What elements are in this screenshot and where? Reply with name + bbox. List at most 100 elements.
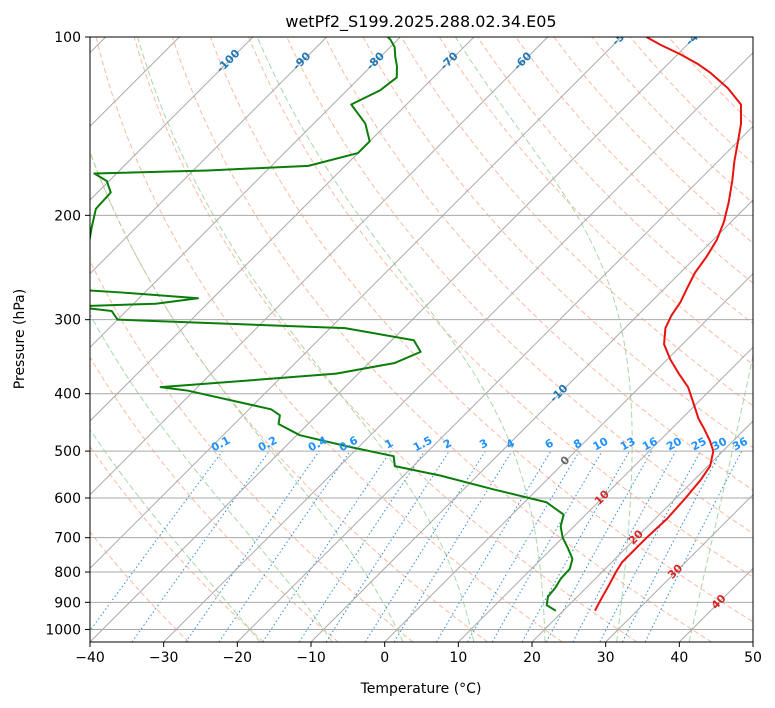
isotherm-line [90, 37, 696, 642]
isotherm-line [236, 125, 753, 642]
isotherm-line [531, 420, 753, 642]
mixing-ratio-label: 36 [730, 435, 750, 454]
mixing-ratio-line [262, 450, 392, 642]
isotherm-label: -40 [683, 25, 706, 48]
isotherm-line [90, 37, 622, 570]
isotherm-line [752, 641, 753, 642]
x-tick-label: 10 [449, 650, 467, 666]
mixing-ratio-line [467, 450, 580, 642]
x-tick-label: −40 [75, 650, 105, 666]
isotherm-line [163, 51, 753, 642]
x-tick-label: −10 [296, 650, 326, 666]
isotherm-label: -80 [364, 49, 387, 72]
isotherm-label: -90 [290, 49, 313, 72]
isotherms [90, 37, 753, 642]
dry-adiabats [90, 37, 753, 642]
moist-adiabats [90, 37, 753, 642]
y-tick-label: 1000 [45, 622, 81, 638]
moist-adiabat-line [688, 352, 753, 642]
mixing-ratio-label: 16 [640, 435, 660, 454]
dry-adiabat-line [439, 37, 753, 366]
isotherm-line [678, 567, 753, 642]
chart-title: wetPf2_S199.2025.288.02.34.E05 [285, 12, 556, 32]
isotherm-label: 40 [709, 592, 729, 612]
dewpoint-line [90, 37, 574, 612]
mixing-ratio-label: 13 [618, 435, 638, 454]
dry-adiabat-line [591, 37, 753, 204]
moist-adiabat-line [137, 37, 475, 642]
mixing-ratio-label: 25 [689, 435, 709, 454]
y-tick-label: 800 [54, 565, 81, 581]
x-tick-label: 30 [597, 650, 615, 666]
dry-adiabat-line [90, 150, 488, 642]
y-tick-label: 600 [54, 491, 81, 507]
isotherm-label: 10 [592, 487, 612, 507]
moist-adiabat-line [256, 37, 546, 642]
isotherm-line [384, 272, 753, 642]
isotherm-label: -60 [511, 49, 534, 72]
dry-adiabat-line [171, 37, 712, 642]
y-tick-label: 900 [54, 595, 81, 611]
pressure-gridlines [90, 37, 753, 630]
mixing-ratio-line [521, 450, 630, 642]
dry-adiabat-line [248, 37, 753, 578]
mixing-ratio-line [131, 450, 270, 642]
dry-adiabat-line [95, 37, 563, 642]
x-axis-label: Temperature (°C) [360, 681, 482, 697]
mixing-ratio-line [325, 450, 450, 642]
dry-adiabat-line [133, 37, 638, 642]
mixing-ratio-label: 6 [543, 436, 556, 451]
mixing-ratio-line [90, 450, 223, 632]
y-tick-label: 200 [54, 208, 81, 224]
x-tick-label: 20 [523, 650, 541, 666]
dry-adiabat-line [210, 37, 753, 623]
mixing-ratio-lines [90, 450, 743, 642]
plot-area: 0.1 0.2 0.4 0.6 1 1.5 2 3 4 6 8 10 13 16 20 25 30 36-100-… [90, 25, 775, 642]
moist-adiabat-line [90, 150, 404, 642]
x-tick-label: 40 [670, 650, 688, 666]
mixing-ratio-line [545, 450, 653, 642]
dry-adiabat-line [515, 37, 753, 284]
y-tick-label: 100 [54, 30, 81, 46]
mixing-ratio-line [298, 450, 425, 642]
isotherm-line [90, 37, 475, 422]
mixing-ratio-line [185, 450, 320, 642]
mixing-ratio-line [218, 450, 351, 642]
isotherm-label: 30 [665, 561, 685, 581]
mixing-ratio-label: 4 [504, 436, 517, 451]
mixing-ratio-line [599, 450, 701, 642]
y-tick-label: 400 [54, 387, 81, 403]
isotherm-line [310, 199, 753, 642]
isotherm-line [90, 37, 549, 496]
mixing-ratio-line [644, 450, 743, 642]
dry-adiabat-line [400, 37, 753, 407]
plot-frame [89, 36, 754, 643]
dry-adiabat-line [90, 259, 414, 642]
moist-adiabat-line [90, 428, 261, 642]
isotherm-line [90, 37, 401, 349]
dry-adiabat-line [90, 531, 190, 642]
x-axis: −40 −30 −20 −10 0 10 20 30 40 50 [75, 642, 762, 666]
x-tick-label: 0 [380, 650, 389, 666]
x-tick-label: −30 [149, 650, 179, 666]
mixing-ratio-label: 10 [591, 435, 611, 454]
dry-adiabat-line [90, 445, 264, 642]
mixing-ratio-label: 20 [664, 435, 684, 454]
x-tick-label: 50 [744, 650, 762, 666]
isotherm-line [90, 37, 328, 275]
y-tick-label: 300 [54, 313, 81, 329]
y-tick-label: 700 [54, 531, 81, 547]
isotherm-line [605, 493, 753, 642]
mixing-ratio-label: 30 [710, 435, 730, 454]
mixing-ratio-label: 3 [477, 436, 490, 451]
mixing-ratio-line [572, 450, 677, 642]
isotherm-line [457, 346, 753, 642]
dry-adiabat-line [90, 356, 339, 642]
isotherm-label: -50 [609, 25, 632, 48]
x-tick-label: −20 [223, 650, 253, 666]
isotherm-line [90, 37, 254, 201]
mixing-ratio-line [393, 450, 513, 642]
sounding-series [90, 37, 743, 612]
isotherm-label: -30 [757, 25, 775, 48]
